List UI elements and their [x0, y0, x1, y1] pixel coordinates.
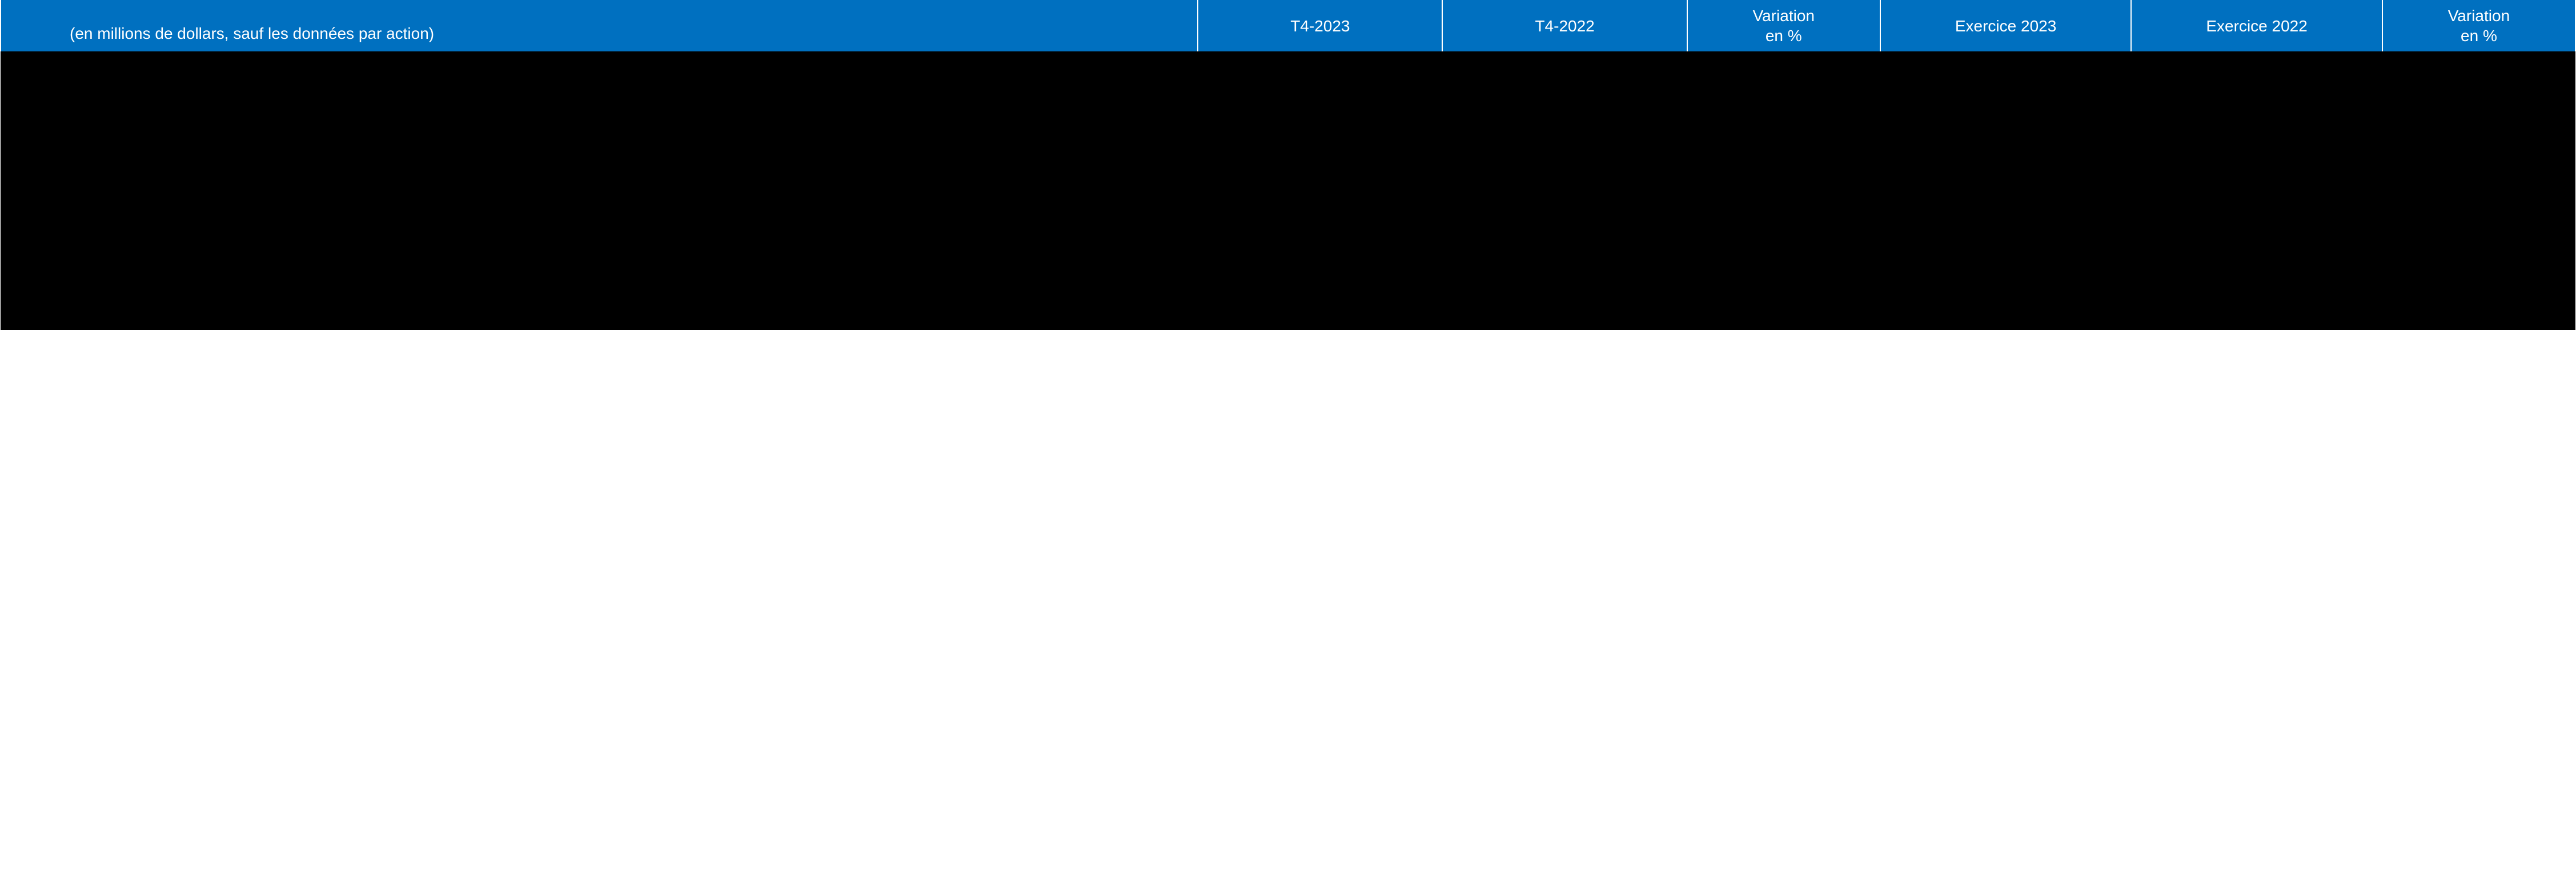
- table-body: [1, 51, 2575, 330]
- col-header-label: (en millions de dollars, sauf les donnée…: [1, 0, 1198, 51]
- table-header: (en millions de dollars, sauf les donnée…: [1, 0, 2575, 51]
- financial-table: (en millions de dollars, sauf les donnée…: [0, 0, 2576, 330]
- col-header-t4-2022: T4-2022: [1442, 0, 1687, 51]
- col-header-exercice-2023: Exercice 2023: [1880, 0, 2132, 51]
- table-body-blank: [1, 51, 2575, 330]
- col-header-t4-2023: T4-2023: [1198, 0, 1442, 51]
- col-header-variation-y: Variationen %: [2382, 0, 2575, 51]
- col-header-variation-q: Variationen %: [1687, 0, 1880, 51]
- col-header-exercice-2022: Exercice 2022: [2131, 0, 2382, 51]
